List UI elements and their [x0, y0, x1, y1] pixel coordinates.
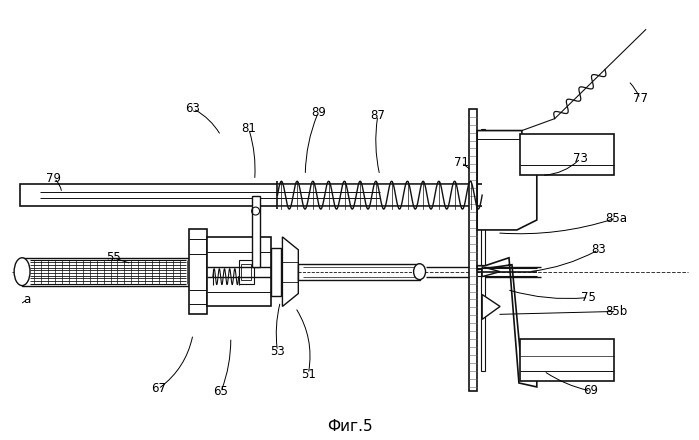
Ellipse shape	[414, 264, 426, 280]
Text: Фиг.5: Фиг.5	[327, 419, 373, 434]
Polygon shape	[482, 267, 500, 277]
Text: 53: 53	[270, 345, 284, 358]
Ellipse shape	[14, 258, 30, 286]
Text: 81: 81	[241, 122, 256, 135]
Polygon shape	[282, 237, 298, 306]
Bar	[20, 184, 499, 206]
Polygon shape	[477, 131, 537, 230]
Polygon shape	[482, 294, 500, 319]
Text: 55: 55	[106, 251, 121, 264]
Bar	[189, 229, 207, 314]
Bar	[238, 260, 254, 284]
Bar	[207, 237, 271, 306]
Bar	[271, 248, 282, 296]
Text: 51: 51	[301, 367, 316, 381]
Text: a: a	[24, 293, 31, 306]
Text: 65: 65	[213, 385, 229, 398]
Bar	[252, 196, 259, 267]
Text: 85b: 85b	[605, 305, 628, 318]
Text: 83: 83	[591, 243, 606, 257]
Bar	[298, 264, 419, 280]
Text: 73: 73	[573, 152, 588, 165]
Text: 75: 75	[581, 291, 596, 304]
Bar	[520, 134, 614, 175]
Text: 63: 63	[185, 102, 201, 115]
Text: 85a: 85a	[605, 212, 627, 224]
Bar	[22, 258, 191, 286]
Text: 77: 77	[633, 92, 648, 105]
Bar	[520, 339, 614, 381]
Bar	[240, 264, 251, 280]
Polygon shape	[477, 258, 537, 387]
Text: 89: 89	[311, 106, 326, 119]
Text: 79: 79	[46, 172, 62, 185]
Bar	[481, 128, 485, 371]
Text: 69: 69	[583, 385, 598, 397]
Text: 67: 67	[151, 382, 166, 396]
Bar	[469, 109, 477, 391]
Text: 71: 71	[454, 156, 469, 169]
Text: 87: 87	[370, 109, 385, 122]
